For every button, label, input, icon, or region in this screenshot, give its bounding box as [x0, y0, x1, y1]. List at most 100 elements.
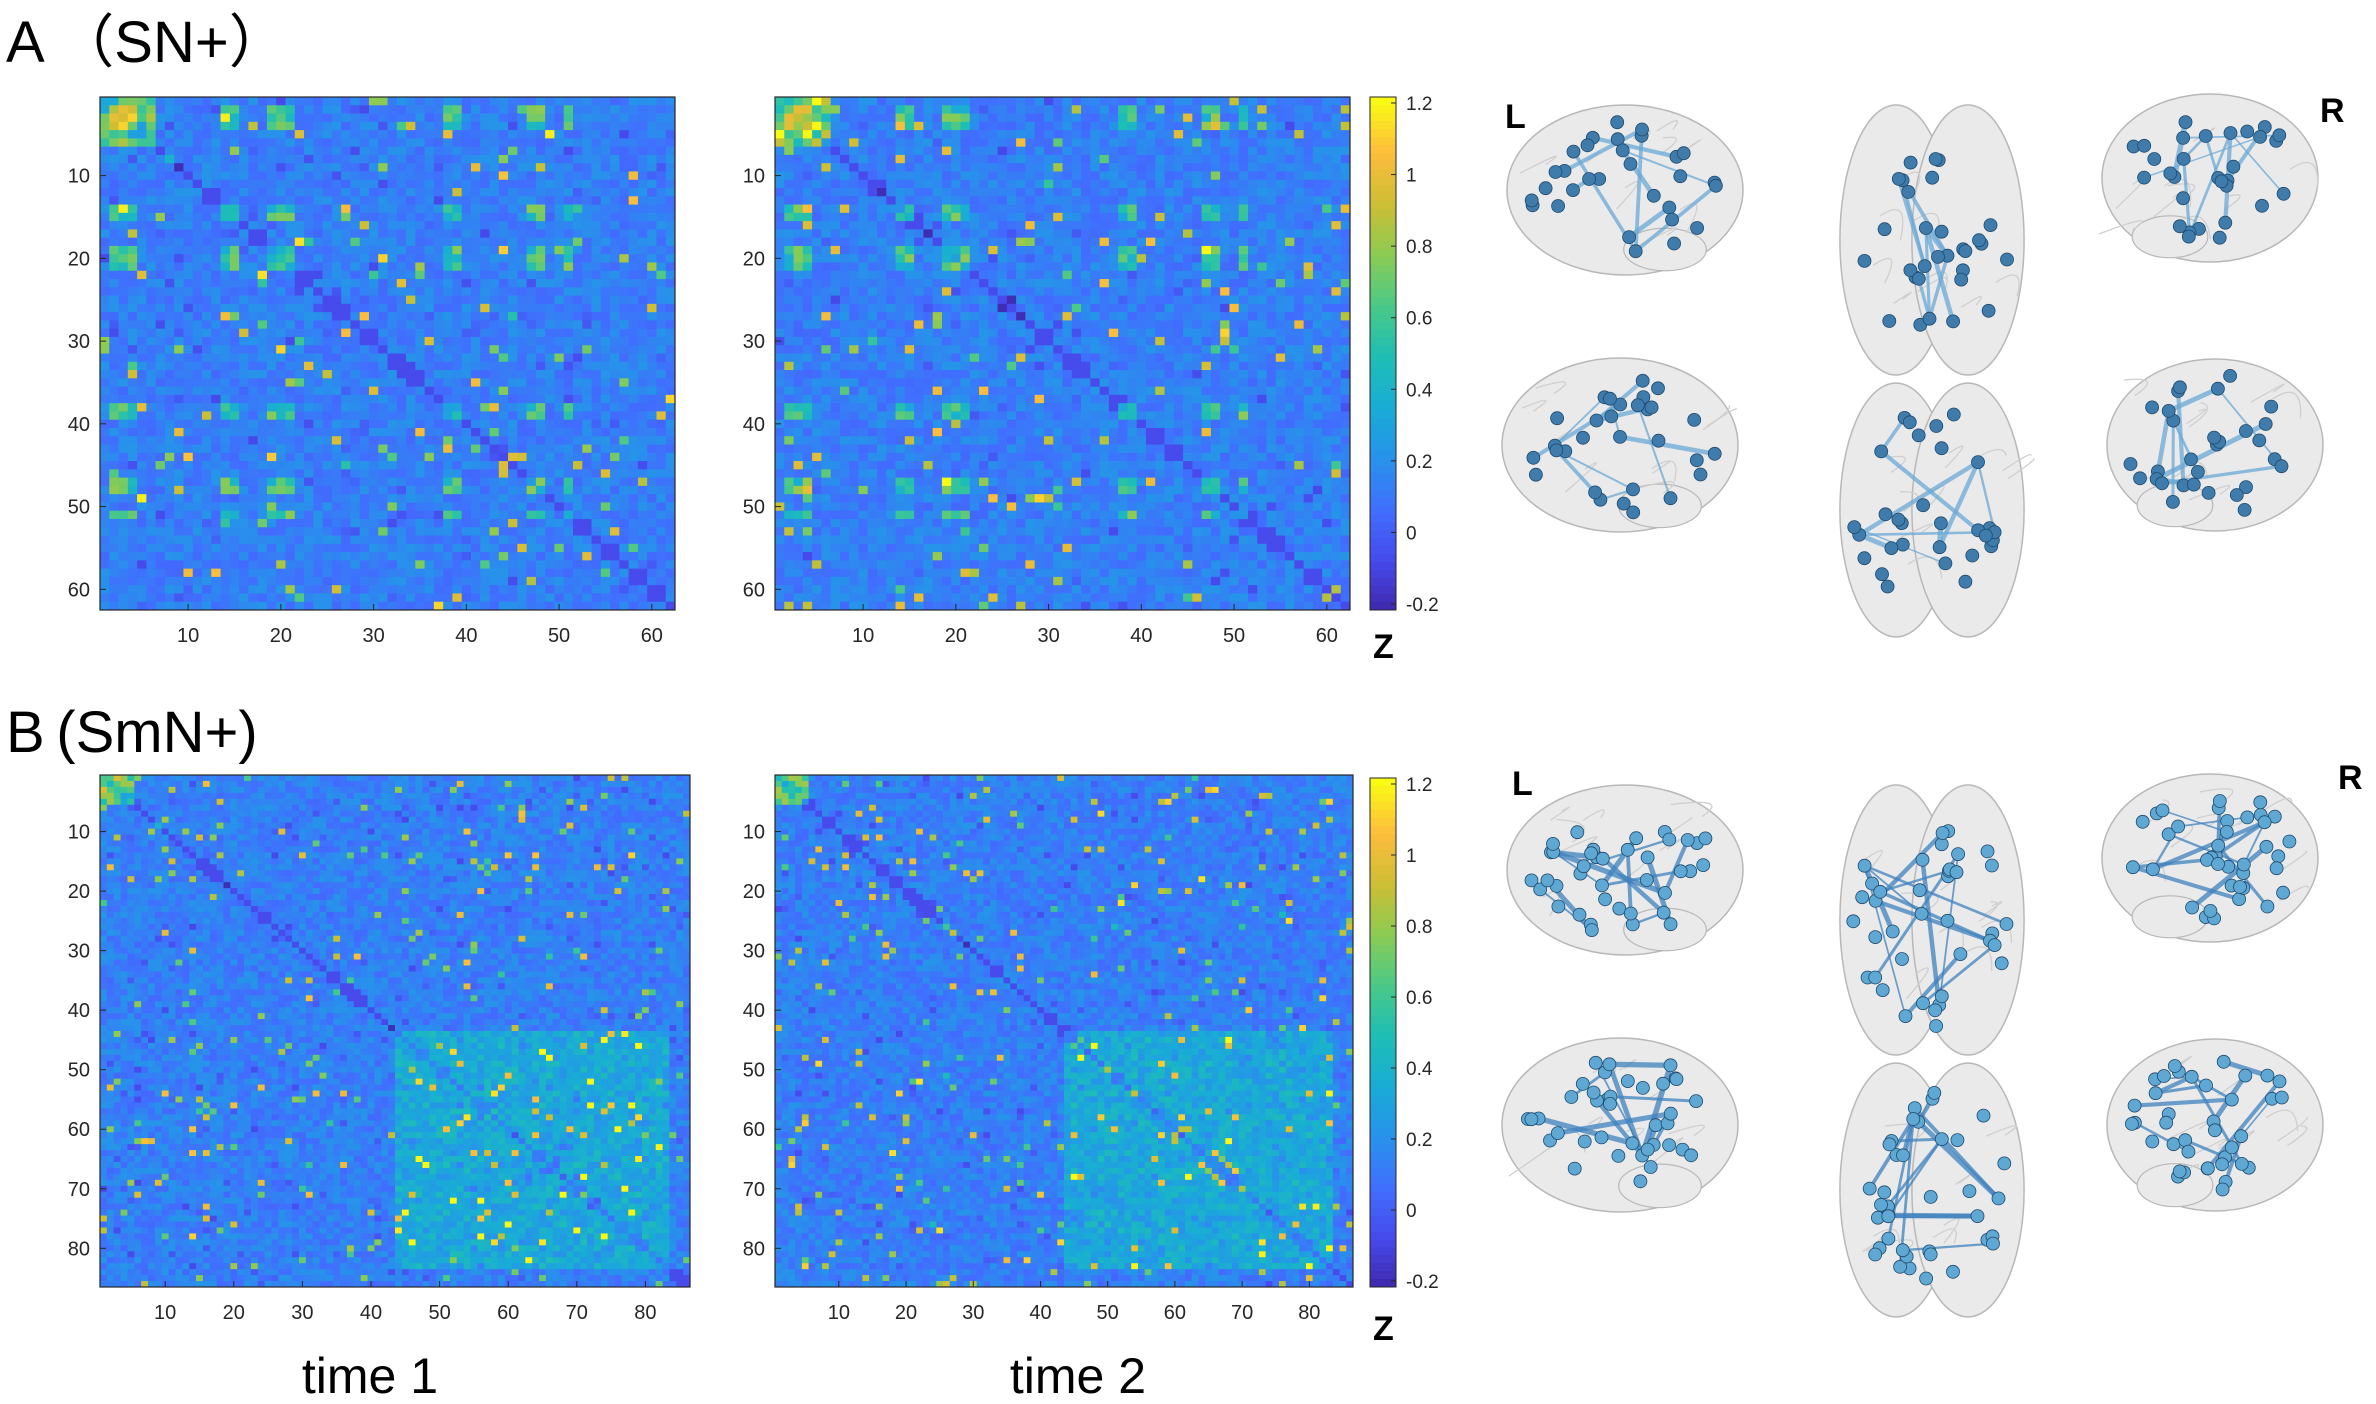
heatmap-cell [109, 601, 119, 611]
heatmap-cell [1053, 221, 1063, 230]
heatmap-cell [433, 303, 444, 313]
heatmap-cell [202, 386, 212, 396]
heatmap-cell [443, 527, 453, 536]
heatmap-cell [489, 601, 500, 611]
heatmap-cell [229, 229, 240, 239]
heatmap-cell [1275, 237, 1286, 247]
heatmap-cell [600, 560, 611, 570]
heatmap-cell [535, 436, 546, 445]
heatmap-cell [839, 237, 850, 247]
heatmap-cell [1312, 171, 1323, 181]
heatmap-cell [350, 121, 361, 131]
heatmap-cell [322, 328, 333, 338]
heatmap-cell [508, 568, 518, 578]
heatmap-cell [951, 188, 961, 197]
heatmap-cell [1340, 171, 1351, 181]
heatmap-cell [489, 221, 500, 230]
heatmap-cell [839, 221, 850, 230]
heatmap-cell [202, 204, 212, 214]
heatmap-cell [368, 444, 379, 454]
heatmap-cell [839, 146, 850, 156]
heatmap-cell [192, 568, 203, 578]
heatmap-cell [895, 105, 906, 114]
heatmap-cell [443, 386, 453, 396]
heatmap-cell [637, 229, 648, 239]
heatmap-cell [341, 419, 351, 429]
heatmap-cell [886, 237, 896, 247]
heatmap-cell [1118, 130, 1128, 139]
heatmap-cell [257, 204, 268, 214]
heatmap-cell [647, 502, 657, 512]
heatmap-cell [895, 171, 906, 181]
heatmap-cell [406, 477, 416, 487]
heatmap-cell [229, 494, 240, 503]
heatmap-cell [563, 593, 574, 603]
heatmap-cell [610, 370, 620, 379]
heatmap-cell [582, 237, 592, 247]
heatmap-cell [350, 295, 361, 305]
heatmap-cell [118, 270, 129, 280]
heatmap-cell [137, 146, 147, 156]
heatmap-cell [582, 312, 592, 321]
heatmap-cell [886, 229, 896, 239]
heatmap-cell [378, 419, 388, 429]
heatmap-cell [127, 221, 138, 230]
heatmap-cell [637, 576, 648, 586]
heatmap-cell [359, 576, 370, 586]
heatmap-cell [545, 510, 555, 520]
heatmap-cell [1062, 196, 1073, 205]
heatmap-cell [656, 502, 667, 512]
heatmap-cell [387, 543, 398, 553]
heatmap-cell [211, 444, 221, 454]
heatmap-cell [118, 394, 129, 404]
heatmap-cell [164, 262, 175, 272]
heatmap-cell [535, 163, 546, 172]
heatmap-cell [257, 196, 268, 205]
heatmap-cell [600, 121, 611, 131]
heatmap-cell [591, 461, 602, 470]
heatmap-cell [220, 245, 231, 255]
heatmap-cell [322, 171, 333, 181]
heatmap-cell [211, 527, 221, 536]
heatmap-cell [591, 469, 602, 479]
heatmap-cell [1183, 105, 1193, 114]
heatmap-cell [526, 477, 537, 487]
heatmap-cell [461, 576, 472, 586]
heatmap-cell [1081, 212, 1091, 222]
heatmap-cell [109, 121, 119, 131]
heatmap-cell [637, 245, 648, 255]
heatmap-cell [517, 518, 528, 528]
heatmap-cell [415, 510, 425, 520]
heatmap-cell [637, 552, 648, 561]
heatmap-cell [526, 510, 537, 520]
heatmap-cell [904, 130, 915, 139]
heatmap-cell [322, 345, 333, 354]
heatmap-cell [498, 312, 509, 321]
heatmap-cell [582, 212, 592, 222]
heatmap-cell [665, 287, 676, 296]
heatmap-cell [656, 411, 667, 421]
heatmap-cell [127, 427, 138, 437]
heatmap-cell [821, 113, 832, 123]
heatmap-cell [127, 394, 138, 404]
heatmap-cell [1145, 113, 1156, 123]
heatmap-cell [480, 527, 490, 536]
heatmap-cell [137, 568, 147, 578]
heatmap-cell [331, 419, 342, 429]
heatmap-cell [1034, 179, 1045, 189]
heatmap-cell [1303, 154, 1314, 164]
heatmap-cell [572, 469, 583, 479]
heatmap-cell [470, 394, 481, 404]
heatmap-cell [839, 179, 850, 189]
heatmap-cell [368, 262, 379, 272]
panel-label-b: B (SmN+) [6, 700, 258, 765]
heatmap-cell [647, 560, 657, 570]
heatmap-cell [368, 229, 379, 239]
heatmap-cell [1285, 138, 1295, 148]
heatmap-cell [517, 188, 528, 197]
heatmap-cell [582, 204, 592, 214]
heatmap-cell [554, 518, 565, 528]
heatmap-cell [812, 179, 822, 189]
heatmap-cell [895, 196, 906, 205]
heatmap-cell [647, 212, 657, 222]
